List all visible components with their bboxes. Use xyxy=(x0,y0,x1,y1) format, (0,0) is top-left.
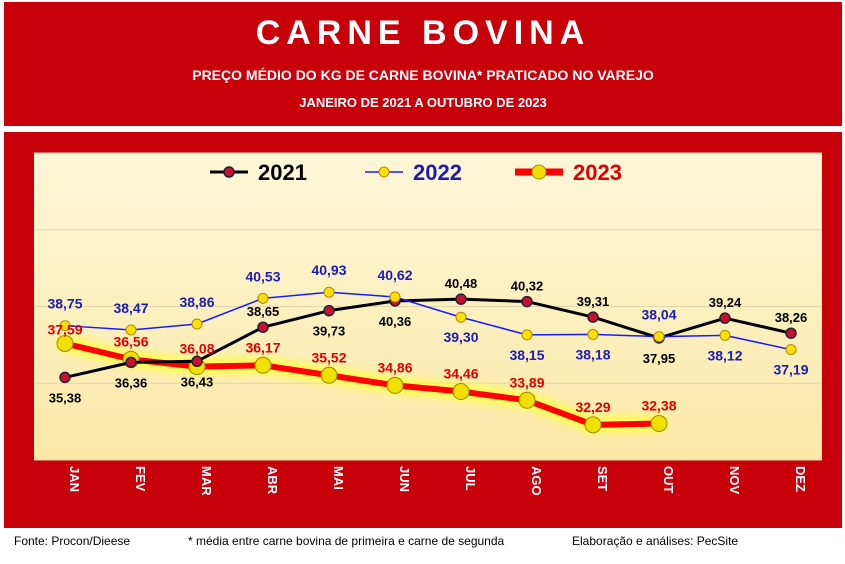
x-tick-label: AGO xyxy=(529,466,544,496)
legend-label: 2022 xyxy=(413,160,462,185)
data-label: 38,04 xyxy=(641,307,676,323)
data-label: 40,48 xyxy=(445,276,478,291)
data-label: 38,47 xyxy=(113,300,148,316)
data-label: 36,43 xyxy=(181,374,214,389)
data-label: 40,93 xyxy=(311,262,346,278)
data-label: 37,95 xyxy=(643,351,676,366)
header-banner xyxy=(4,2,842,126)
marker xyxy=(59,320,71,332)
data-label: 40,36 xyxy=(379,314,412,329)
series-line xyxy=(64,297,792,379)
data-label: 39,73 xyxy=(313,324,346,339)
x-tick-label: MAI xyxy=(331,466,346,490)
marker xyxy=(254,356,272,374)
x-tick-label: OUT xyxy=(661,466,676,494)
chart-title: CARNE BOVINA xyxy=(256,14,591,52)
marker xyxy=(587,311,599,323)
x-tick-label: ABR xyxy=(265,466,280,495)
marker xyxy=(521,329,533,341)
data-label: 35,38 xyxy=(49,390,82,405)
data-label: 38,65 xyxy=(247,304,280,319)
footer-source: Fonte: Procon/Dieese xyxy=(14,534,130,548)
footer-note: * média entre carne bovina de primeira e… xyxy=(188,534,505,548)
data-label: 34,86 xyxy=(377,359,412,375)
data-label: 38,86 xyxy=(179,294,214,310)
marker xyxy=(521,295,533,308)
data-label: 39,31 xyxy=(577,294,610,309)
legend-marker xyxy=(378,166,390,178)
data-label: 38,12 xyxy=(707,347,742,363)
marker xyxy=(785,327,797,339)
data-label: 36,56 xyxy=(113,333,148,349)
marker xyxy=(650,414,668,432)
data-label: 35,52 xyxy=(311,349,346,365)
data-label: 36,36 xyxy=(115,375,148,390)
marker xyxy=(389,291,401,303)
marker xyxy=(719,329,731,341)
x-tick-label: NOV xyxy=(727,466,742,495)
footer-credit: Elaboração e análises: PecSite xyxy=(572,534,738,548)
x-tick-label: DEZ xyxy=(793,466,808,492)
data-label: 38,26 xyxy=(775,310,808,325)
data-label: 33,89 xyxy=(509,374,544,390)
data-label: 32,29 xyxy=(575,399,610,415)
x-tick-label: JUL xyxy=(463,466,478,491)
data-label: 38,18 xyxy=(575,346,610,362)
legend-marker xyxy=(223,166,235,178)
legend-label: 2021 xyxy=(258,160,307,185)
marker xyxy=(587,328,599,340)
data-label: 36,17 xyxy=(245,339,280,355)
x-tick-label: JAN xyxy=(67,466,82,492)
data-label: 40,53 xyxy=(245,268,280,284)
marker xyxy=(257,321,269,333)
x-tick-label: MAR xyxy=(199,466,214,496)
legend-label: 2023 xyxy=(573,160,622,185)
marker xyxy=(191,318,203,330)
marker xyxy=(323,286,335,298)
marker xyxy=(59,371,71,384)
data-label: 39,24 xyxy=(709,295,742,310)
x-tick-label: JUN xyxy=(397,466,412,492)
marker xyxy=(455,311,467,323)
x-tick-label: FEV xyxy=(133,466,148,492)
legend-marker xyxy=(531,164,547,180)
marker xyxy=(125,324,137,336)
marker xyxy=(320,366,338,384)
data-label: 32,38 xyxy=(641,397,676,413)
marker xyxy=(452,383,470,401)
marker xyxy=(518,391,536,409)
marker xyxy=(719,312,731,324)
chart-subtitle: PREÇO MÉDIO DO KG DE CARNE BOVINA* PRATI… xyxy=(192,67,654,83)
data-label: 38,15 xyxy=(509,347,544,363)
marker xyxy=(386,376,404,394)
data-label: 38,75 xyxy=(47,296,82,312)
marker xyxy=(56,334,74,352)
marker xyxy=(653,331,665,343)
marker xyxy=(323,304,335,317)
data-label: 36,08 xyxy=(179,341,214,357)
data-label: 34,46 xyxy=(443,366,478,382)
chart-period: JANEIRO DE 2021 A OUTUBRO DE 2023 xyxy=(299,95,547,110)
series-line xyxy=(64,291,792,351)
x-tick-label: SET xyxy=(595,466,610,491)
marker xyxy=(125,356,137,369)
data-label: 40,32 xyxy=(511,279,544,294)
data-label: 40,62 xyxy=(377,267,412,283)
marker xyxy=(785,344,797,356)
data-label: 37,59 xyxy=(47,321,82,337)
marker xyxy=(257,292,269,304)
marker xyxy=(191,355,203,368)
marker xyxy=(455,293,467,305)
data-label: 37,19 xyxy=(773,362,808,378)
data-label: 39,30 xyxy=(443,329,478,345)
marker xyxy=(584,416,602,434)
